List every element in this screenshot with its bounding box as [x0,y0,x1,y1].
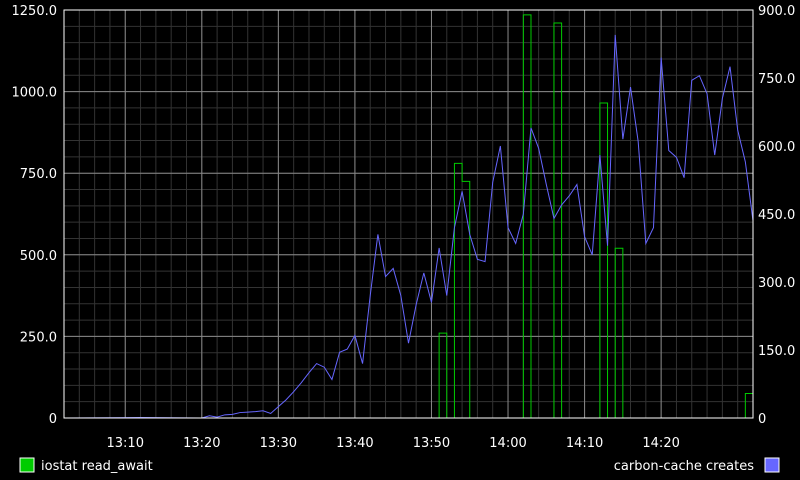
legend-swatch-carbon-cache-creates [765,458,779,472]
x-tick-label: 13:10 [107,436,144,451]
right-tick-label: 900.0 [758,4,795,19]
left-tick-label: 750.0 [20,167,57,182]
right-tick-label: 600.0 [758,140,795,155]
right-tick-label: 0 [758,412,766,427]
legend-label-carbon-cache-creates: carbon-cache creates [614,459,754,474]
left-tick-label: 250.0 [20,330,57,345]
x-tick-label: 14:00 [489,436,526,451]
x-tick-label: 13:30 [260,436,297,451]
legend-swatch-iostat-read-await [20,458,34,472]
right-axis-ticks: 0 150.0 300.0 450.0 600.0 750.0 900.0 [758,4,795,427]
right-tick-label: 750.0 [758,72,795,87]
x-axis-ticks: 13:10 13:20 13:30 13:40 13:50 14:00 14:10 14:20 [107,436,680,451]
right-tick-label: 450.0 [758,208,795,223]
x-tick-label: 14:20 [642,436,679,451]
left-tick-label: 1250.0 [12,4,58,19]
right-tick-label: 300.0 [758,276,795,291]
series-line-carbon-cache-creates [64,35,753,418]
grid [64,10,753,418]
legend-left: iostat read_await [20,458,153,474]
plot-frame [64,10,753,418]
legend-label-iostat-read-await: iostat read_await [41,459,153,474]
left-axis-ticks: 0 250.0 500.0 750.0 1000.0 1250.0 [12,4,58,427]
x-tick-label: 14:10 [566,436,603,451]
left-tick-label: 0 [49,412,57,427]
x-tick-label: 13:20 [183,436,220,451]
x-tick-label: 13:40 [336,436,373,451]
x-tick-label: 13:50 [413,436,450,451]
legend-right: carbon-cache creates [614,458,779,474]
right-tick-label: 150.0 [758,344,795,359]
left-tick-label: 500.0 [20,249,57,264]
left-tick-label: 1000.0 [12,86,58,101]
